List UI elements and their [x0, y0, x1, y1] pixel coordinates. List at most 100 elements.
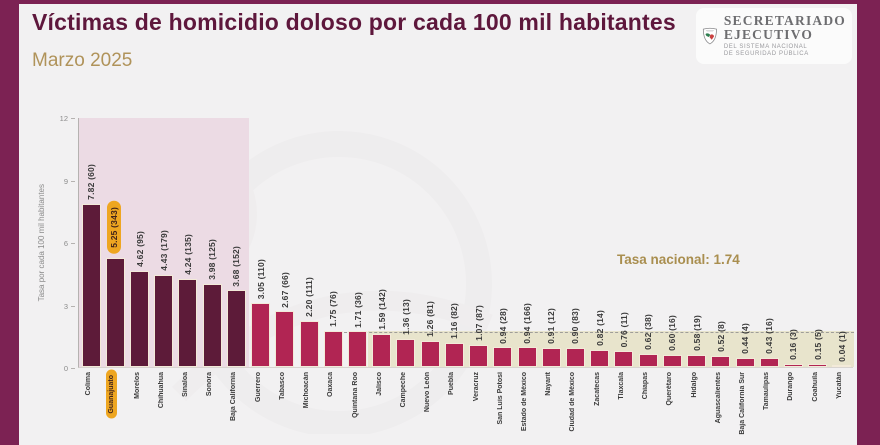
bar-chart-plot: 7.82 (60) 5.25 (343) 4.62 (95) 4.43 (179) 4.…: [78, 118, 854, 368]
header: Víctimas de homicidio doloso por cada 10…: [32, 8, 687, 72]
bar-zacatecas: [590, 349, 610, 367]
bar-value-label: 0.82 (14): [594, 310, 605, 346]
x-axis-label-colima: Colima: [85, 372, 93, 396]
x-axis-label-san-luis-potosí: San Luis Potosí: [496, 372, 504, 425]
bar-chiapas: [638, 354, 658, 367]
y-tick-mark: [71, 305, 75, 307]
x-axis-label-quintana-roo: Quintana Roo: [351, 372, 359, 418]
x-axis-label-puebla: Puebla: [448, 372, 456, 395]
bar-value-label: 0.04 (1): [836, 331, 847, 362]
bar-value-label: 1.16 (82): [449, 303, 460, 339]
x-axis-label-tlaxcala: Tlaxcala: [617, 372, 625, 400]
bar-value-label: 4.24 (135): [182, 233, 193, 275]
x-axis-label-morelos: Morelos: [133, 372, 141, 399]
bar-value-label: 4.43 (179): [158, 229, 169, 271]
bar-campeche: [396, 338, 416, 367]
bar-nayarit: [541, 348, 561, 367]
bar-michoacán: [299, 321, 319, 367]
x-axis-label-baja-california-sur: Baja California Sur: [739, 372, 747, 435]
y-tick-mark: [71, 180, 75, 182]
bar-aguascalientes: [711, 356, 731, 367]
bar-tlaxcala: [614, 351, 634, 367]
bar-nuevo-león: [420, 340, 440, 367]
bar-value-label: 0.94 (28): [497, 307, 508, 344]
bar-quintana-roo: [348, 331, 368, 367]
bar-value-label: 0.16 (3): [788, 328, 799, 360]
logo-sub-line2: DE SEGURIDAD PÚBLICA: [723, 51, 809, 57]
x-axis-label-baja-california: Baja California: [230, 372, 238, 422]
x-axis-label-ciudad-de-méxico: Ciudad de México: [569, 372, 577, 432]
bar-chihuahua: [154, 274, 174, 367]
x-axis-label-zacatecas: Zacatecas: [593, 372, 601, 406]
y-tick-label: 0: [63, 364, 68, 373]
y-axis-ticks: 0 3 6 9 12: [49, 114, 75, 373]
bar-value-label: 7.82 (60): [86, 164, 97, 201]
logo-org-line1: SECRETARIADO: [723, 13, 846, 28]
x-axis-label-michoacán: Michoacán: [303, 372, 311, 409]
x-axis-label-oaxaca: Oaxaca: [327, 372, 335, 397]
x-axis-label-campeche: Campeche: [399, 372, 407, 408]
y-axis-title: Tasa por cada 100 mil habitantes: [37, 184, 46, 302]
x-axis-label-tabasco: Tabasco: [278, 372, 286, 400]
bar-value-label: 1.71 (36): [352, 291, 363, 328]
bar-value-label: 1.07 (87): [473, 304, 484, 341]
bar-value-label: 1.36 (13): [400, 298, 411, 335]
x-axis-label-querétaro: Querétaro: [666, 372, 674, 406]
bar-puebla: [444, 342, 464, 367]
x-axis-label-jalisco: Jalisco: [375, 372, 383, 396]
x-axis-label-sonora: Sonora: [206, 372, 214, 397]
x-axis-label-hidalgo: Hidalgo: [690, 372, 698, 398]
x-axis-label-nayarit: Nayarit: [545, 372, 553, 396]
bar-jalisco: [372, 333, 392, 367]
bar-value-label: 1.26 (81): [425, 300, 436, 337]
bar-sinaloa: [178, 278, 198, 367]
bar-value-label: 0.91 (12): [546, 308, 557, 345]
x-axis-label-durango: Durango: [787, 372, 795, 401]
bar-value-label: 0.58 (19): [691, 315, 702, 351]
bar-sonora: [202, 284, 222, 367]
bar-value-label: 1.75 (76): [328, 290, 339, 327]
x-axis-label-sinaloa: Sinaloa: [181, 372, 189, 397]
bar-value-label: 3.98 (125): [207, 239, 218, 281]
bar-value-label: 0.43 (16): [764, 318, 775, 355]
bar-value-label: 0.15 (5): [812, 328, 823, 360]
bar-estado-de-méxico: [517, 347, 537, 367]
bar-value-label: 0.76 (11): [618, 311, 629, 348]
bar-morelos: [130, 270, 150, 367]
logo-sub-line1: DEL SISTEMA NACIONAL: [723, 44, 808, 50]
bar-value-label: 0.94 (166): [522, 302, 533, 344]
bar-value-label: 2.20 (111): [304, 277, 315, 318]
bar-value-label: 1.59 (142): [376, 289, 387, 330]
x-axis-label-guanajuato: Guanajuato: [105, 370, 117, 419]
bar-tamaulipas: [759, 358, 779, 367]
bar-value-label: 3.68 (152): [231, 245, 242, 287]
page-subtitle: Marzo 2025: [32, 50, 133, 71]
x-axis-label-chiapas: Chiapas: [642, 372, 650, 400]
bar-colima: [81, 204, 101, 367]
below-national-rate-region: [368, 330, 854, 367]
bar-value-label: 0.90 (83): [570, 308, 581, 345]
bar-value-label: 2.67 (66): [279, 271, 290, 308]
y-tick-label: 9: [63, 176, 68, 186]
page-title: Víctimas de homicidio doloso por cada 10…: [32, 9, 676, 35]
bar-tabasco: [275, 311, 295, 367]
x-axis-label-guerrero: Guerrero: [254, 372, 262, 402]
logo-shield-icon: [702, 27, 717, 45]
y-axis-title-wrap: Tasa por cada 100 mil habitantes: [37, 118, 46, 368]
bar-oaxaca: [323, 330, 343, 367]
y-tick-mark: [71, 243, 75, 244]
bar-value-label: 0.62 (38): [643, 314, 654, 351]
bar-value-label: 3.05 (110): [255, 259, 266, 300]
bar-ciudad-de-méxico: [565, 348, 585, 367]
bar-value-label: 0.60 (16): [667, 314, 678, 351]
bar-value-label: 5.25 (343): [106, 200, 121, 254]
bar-value-label: 0.52 (8): [715, 321, 726, 353]
national-rate-label: Tasa nacional: 1.74: [617, 252, 740, 267]
bar-querétaro: [662, 354, 682, 367]
y-tick-label: 6: [63, 239, 68, 248]
national-rate-dashed-line: [324, 331, 854, 333]
x-axis-labels: Colima Guanajuato Morelos Chihuahua Sinaloa S…: [78, 368, 853, 445]
content-area: Víctimas de homicidio doloso por cada 10…: [19, 4, 857, 445]
bar-san-luis-potosí: [493, 347, 513, 367]
y-tick-label: 12: [59, 114, 68, 123]
